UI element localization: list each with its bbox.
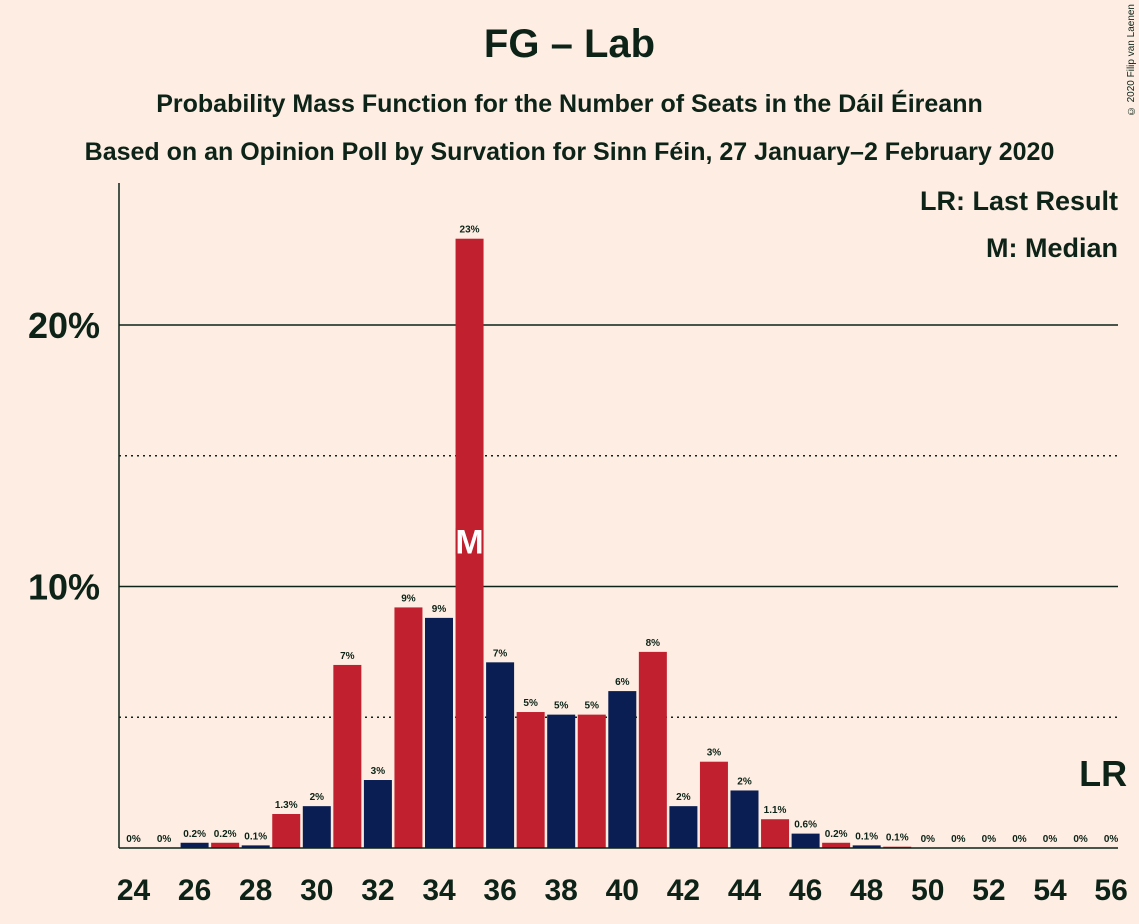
bar-seat-44 [730, 790, 759, 848]
chart-subtitle: Probability Mass Function for the Number… [156, 90, 983, 118]
bar-seat-40 [608, 691, 637, 848]
median-marker: M [455, 524, 483, 562]
bar-seat-32 [363, 780, 392, 848]
bar-seat-39 [577, 714, 606, 848]
x-tick-label-34: 34 [422, 874, 456, 907]
bar-seat-31 [333, 664, 362, 848]
bar-label-seat-37: 5% [523, 698, 538, 709]
x-tick-label-24: 24 [117, 874, 151, 907]
bar-seat-33 [394, 607, 423, 848]
bar-label-seat-29: 1.3% [275, 800, 298, 811]
bar-seat-35 [455, 238, 484, 848]
chart-title: FG – Lab [483, 22, 656, 66]
bar-seat-36 [486, 662, 515, 848]
x-tick-label-56: 56 [1094, 874, 1127, 907]
x-tick-label-52: 52 [972, 874, 1005, 907]
bar-label-seat-25: 0% [157, 834, 172, 845]
bar-label-seat-26: 0.2% [183, 829, 206, 840]
bar-seat-45 [761, 819, 790, 848]
x-tick-label-48: 48 [850, 874, 883, 907]
bar-seat-34 [425, 617, 453, 848]
bar-label-seat-55: 0% [1073, 834, 1088, 845]
x-tick-label-26: 26 [178, 874, 211, 907]
bars [180, 238, 912, 848]
bar-seat-37 [516, 712, 545, 848]
bar-label-seat-44: 2% [737, 776, 752, 787]
bar-labels: 0% 0% 0.2% 0.2% 0.1% 1.3% 2% 7% 3% 9% 9% 23% 7% 5% 5% 5… [126, 225, 1118, 845]
bar-label-seat-41: 8% [646, 638, 661, 649]
bar-label-seat-33: 9% [401, 593, 416, 604]
bar-seat-29 [272, 814, 301, 848]
bar-label-seat-48: 0.1% [855, 831, 878, 842]
bar-seat-41 [638, 651, 667, 848]
bar-label-seat-38: 5% [554, 701, 569, 712]
x-tick-label-40: 40 [606, 874, 639, 907]
bar-seat-46 [791, 833, 820, 848]
chart-subtitle-poll: Based on an Opinion Poll by Survation fo… [84, 138, 1055, 166]
bar-label-seat-51: 0% [951, 834, 966, 845]
bar-label-seat-47: 0.2% [825, 829, 848, 840]
bar-label-seat-32: 3% [371, 766, 386, 777]
bar-seat-43 [699, 761, 728, 848]
bar-label-seat-45: 1.1% [764, 805, 787, 816]
bar-label-seat-56: 0% [1104, 834, 1119, 845]
axes: 24 26 28 30 32 34 36 38 40 42 44 46 48 50 52 54 56 10% 20% [28, 183, 1128, 907]
bar-label-seat-34: 9% [432, 604, 447, 615]
x-tick-label-46: 46 [789, 874, 822, 907]
bar-label-seat-35: 23% [460, 225, 480, 236]
x-tick-label-38: 38 [545, 874, 578, 907]
bar-label-seat-49: 0.1% [886, 833, 909, 844]
legend-median: M: Median [986, 233, 1118, 263]
bar-label-seat-28: 0.1% [244, 831, 267, 842]
bar-label-seat-24: 0% [126, 834, 141, 845]
bar-label-seat-46: 0.6% [794, 820, 817, 831]
bar-label-seat-43: 3% [707, 748, 722, 759]
x-tick-label-42: 42 [667, 874, 700, 907]
x-tick-label-28: 28 [239, 874, 272, 907]
bar-label-seat-31: 7% [340, 651, 355, 662]
x-tick-label-50: 50 [911, 874, 944, 907]
x-tick-label-32: 32 [361, 874, 394, 907]
bar-seat-38 [547, 714, 576, 848]
y-tick-label-20: 20% [28, 305, 100, 346]
bar-seat-30 [302, 806, 331, 848]
x-tick-label-44: 44 [728, 874, 762, 907]
x-tick-label-54: 54 [1033, 874, 1067, 907]
bar-label-seat-30: 2% [310, 792, 325, 803]
x-tick-label-30: 30 [300, 874, 333, 907]
bar-label-seat-52: 0% [982, 834, 997, 845]
bar-label-seat-50: 0% [921, 834, 936, 845]
bar-seat-48 [852, 845, 881, 848]
legend-last-result: LR: Last Result [920, 186, 1118, 216]
bar-seat-28 [241, 845, 270, 848]
bar-label-seat-36: 7% [493, 648, 508, 659]
x-tick-label-36: 36 [483, 874, 516, 907]
bar-label-seat-42: 2% [676, 792, 691, 803]
bar-label-seat-27: 0.2% [214, 829, 237, 840]
markers: M LR [453, 522, 1127, 794]
bar-label-seat-53: 0% [1012, 834, 1027, 845]
bar-label-seat-54: 0% [1043, 834, 1058, 845]
bar-seat-42 [669, 806, 698, 848]
bar-seat-47 [822, 842, 851, 848]
last-result-marker: LR [1079, 753, 1127, 794]
bar-seat-27 [211, 842, 240, 848]
bar-label-seat-39: 5% [585, 701, 600, 712]
bar-seat-26 [180, 842, 209, 848]
gridlines [119, 324, 1118, 718]
y-tick-label-10: 10% [28, 567, 100, 608]
bar-label-seat-40: 6% [615, 677, 630, 688]
